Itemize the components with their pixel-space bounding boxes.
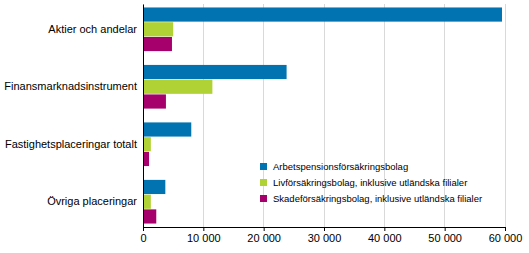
- x-axis-line: [144, 228, 506, 232]
- legend-label: Arbetspensionsförsäkringsbolag: [273, 161, 408, 172]
- tick: 0: [140, 227, 146, 244]
- y-axis-line: [143, 5, 144, 228]
- legend-swatch: [260, 195, 267, 202]
- bar: [143, 22, 173, 36]
- category-label: Övriga placeringar: [47, 195, 137, 207]
- bar: [143, 7, 502, 21]
- bar: [143, 94, 166, 108]
- chart: 0 10 000 20 000 30 000 40 000 50 000 60 000 Akt…: [0, 0, 529, 253]
- bar: [143, 195, 151, 209]
- tick: 30 000: [308, 227, 342, 244]
- legend-label: Livförsäkringsbolag, inklusive utländska…: [273, 177, 467, 188]
- tick-mark: [445, 227, 446, 231]
- category-label: Finansmarknadsinstrument: [4, 80, 137, 92]
- tick: Aktier och andelar: [48, 23, 143, 35]
- bar: [143, 65, 287, 79]
- tick-label: 50 000: [428, 232, 462, 244]
- tick: 20 000: [247, 227, 281, 244]
- plot: 0 10 000 20 000 30 000 40 000 50 000 60 000 Akt…: [4, 4, 522, 244]
- bar: [143, 37, 172, 51]
- tick: Fastighetsplaceringar totalt: [5, 138, 143, 150]
- grid-line: [263, 4, 264, 227]
- legend-item: Skadeförsäkringsbolag, inklusive utländs…: [260, 193, 482, 204]
- tick: Finansmarknadsinstrument: [4, 80, 143, 92]
- tick: 10 000: [187, 227, 221, 244]
- tick-mark: [324, 227, 325, 231]
- tick-mark: [505, 227, 506, 231]
- legend-swatch: [260, 179, 267, 186]
- tick-label: 60 000: [489, 232, 523, 244]
- tick: 40 000: [368, 227, 402, 244]
- tick-mark: [384, 227, 385, 231]
- legend-item: Livförsäkringsbolag, inklusive utländska…: [260, 177, 467, 188]
- bar: [143, 80, 212, 94]
- tick: 60 000: [489, 227, 523, 244]
- tick: 50 000: [428, 227, 462, 244]
- bar: [143, 122, 191, 136]
- tick-label: 0: [140, 232, 146, 244]
- bar: [143, 209, 156, 223]
- category-label: Fastighetsplaceringar totalt: [5, 138, 137, 150]
- tick-label: 10 000: [187, 232, 221, 244]
- tick-mark: [203, 227, 204, 231]
- legend-item: Arbetspensionsförsäkringsbolag: [260, 161, 408, 172]
- y-axis: Aktier och andelar Finansmarknadsinstrume…: [4, 5, 143, 228]
- bar: [143, 137, 151, 151]
- bars: [143, 7, 502, 223]
- category-label: Aktier och andelar: [48, 23, 137, 35]
- tick: Övriga placeringar: [47, 195, 143, 207]
- x-axis: 0 10 000 20 000 30 000 40 000 50 000 60 000: [140, 227, 522, 244]
- legend-label: Skadeförsäkringsbolag, inklusive utländs…: [273, 193, 482, 204]
- tick-mark: [264, 227, 265, 231]
- grid-line: [505, 4, 506, 227]
- legend-swatch: [260, 163, 267, 170]
- grid-line: [203, 4, 204, 227]
- grid-line: [143, 4, 144, 227]
- legend: Arbetspensionsförsäkringsbolag Livförsäkr…: [260, 161, 482, 204]
- grid: [143, 4, 505, 227]
- tick-label: 30 000: [308, 232, 342, 244]
- tick-mark: [143, 227, 144, 231]
- tick-label: 20 000: [247, 232, 281, 244]
- tick-label: 40 000: [368, 232, 402, 244]
- bar: [143, 180, 165, 194]
